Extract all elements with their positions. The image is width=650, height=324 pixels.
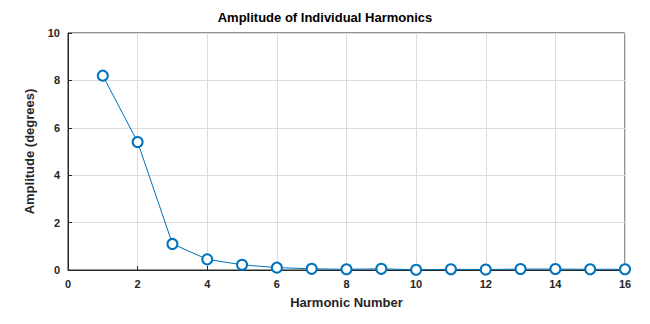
svg-text:2: 2 bbox=[135, 278, 141, 290]
svg-text:Harmonic Number: Harmonic Number bbox=[290, 295, 403, 310]
svg-text:2: 2 bbox=[54, 217, 60, 229]
svg-text:Amplitude of Individual Harmon: Amplitude of Individual Harmonics bbox=[218, 10, 433, 25]
svg-text:12: 12 bbox=[480, 278, 492, 290]
svg-text:10: 10 bbox=[410, 278, 422, 290]
svg-text:4: 4 bbox=[204, 278, 211, 290]
svg-text:6: 6 bbox=[54, 122, 60, 134]
svg-text:6: 6 bbox=[274, 278, 280, 290]
svg-text:16: 16 bbox=[619, 278, 631, 290]
svg-text:0: 0 bbox=[54, 264, 60, 276]
svg-text:0: 0 bbox=[65, 278, 71, 290]
svg-text:8: 8 bbox=[343, 278, 349, 290]
svg-text:14: 14 bbox=[549, 278, 562, 290]
svg-text:4: 4 bbox=[54, 169, 61, 181]
svg-text:Amplitude (degrees): Amplitude (degrees) bbox=[22, 89, 37, 215]
svg-text:10: 10 bbox=[48, 27, 60, 39]
svg-text:8: 8 bbox=[54, 74, 60, 86]
